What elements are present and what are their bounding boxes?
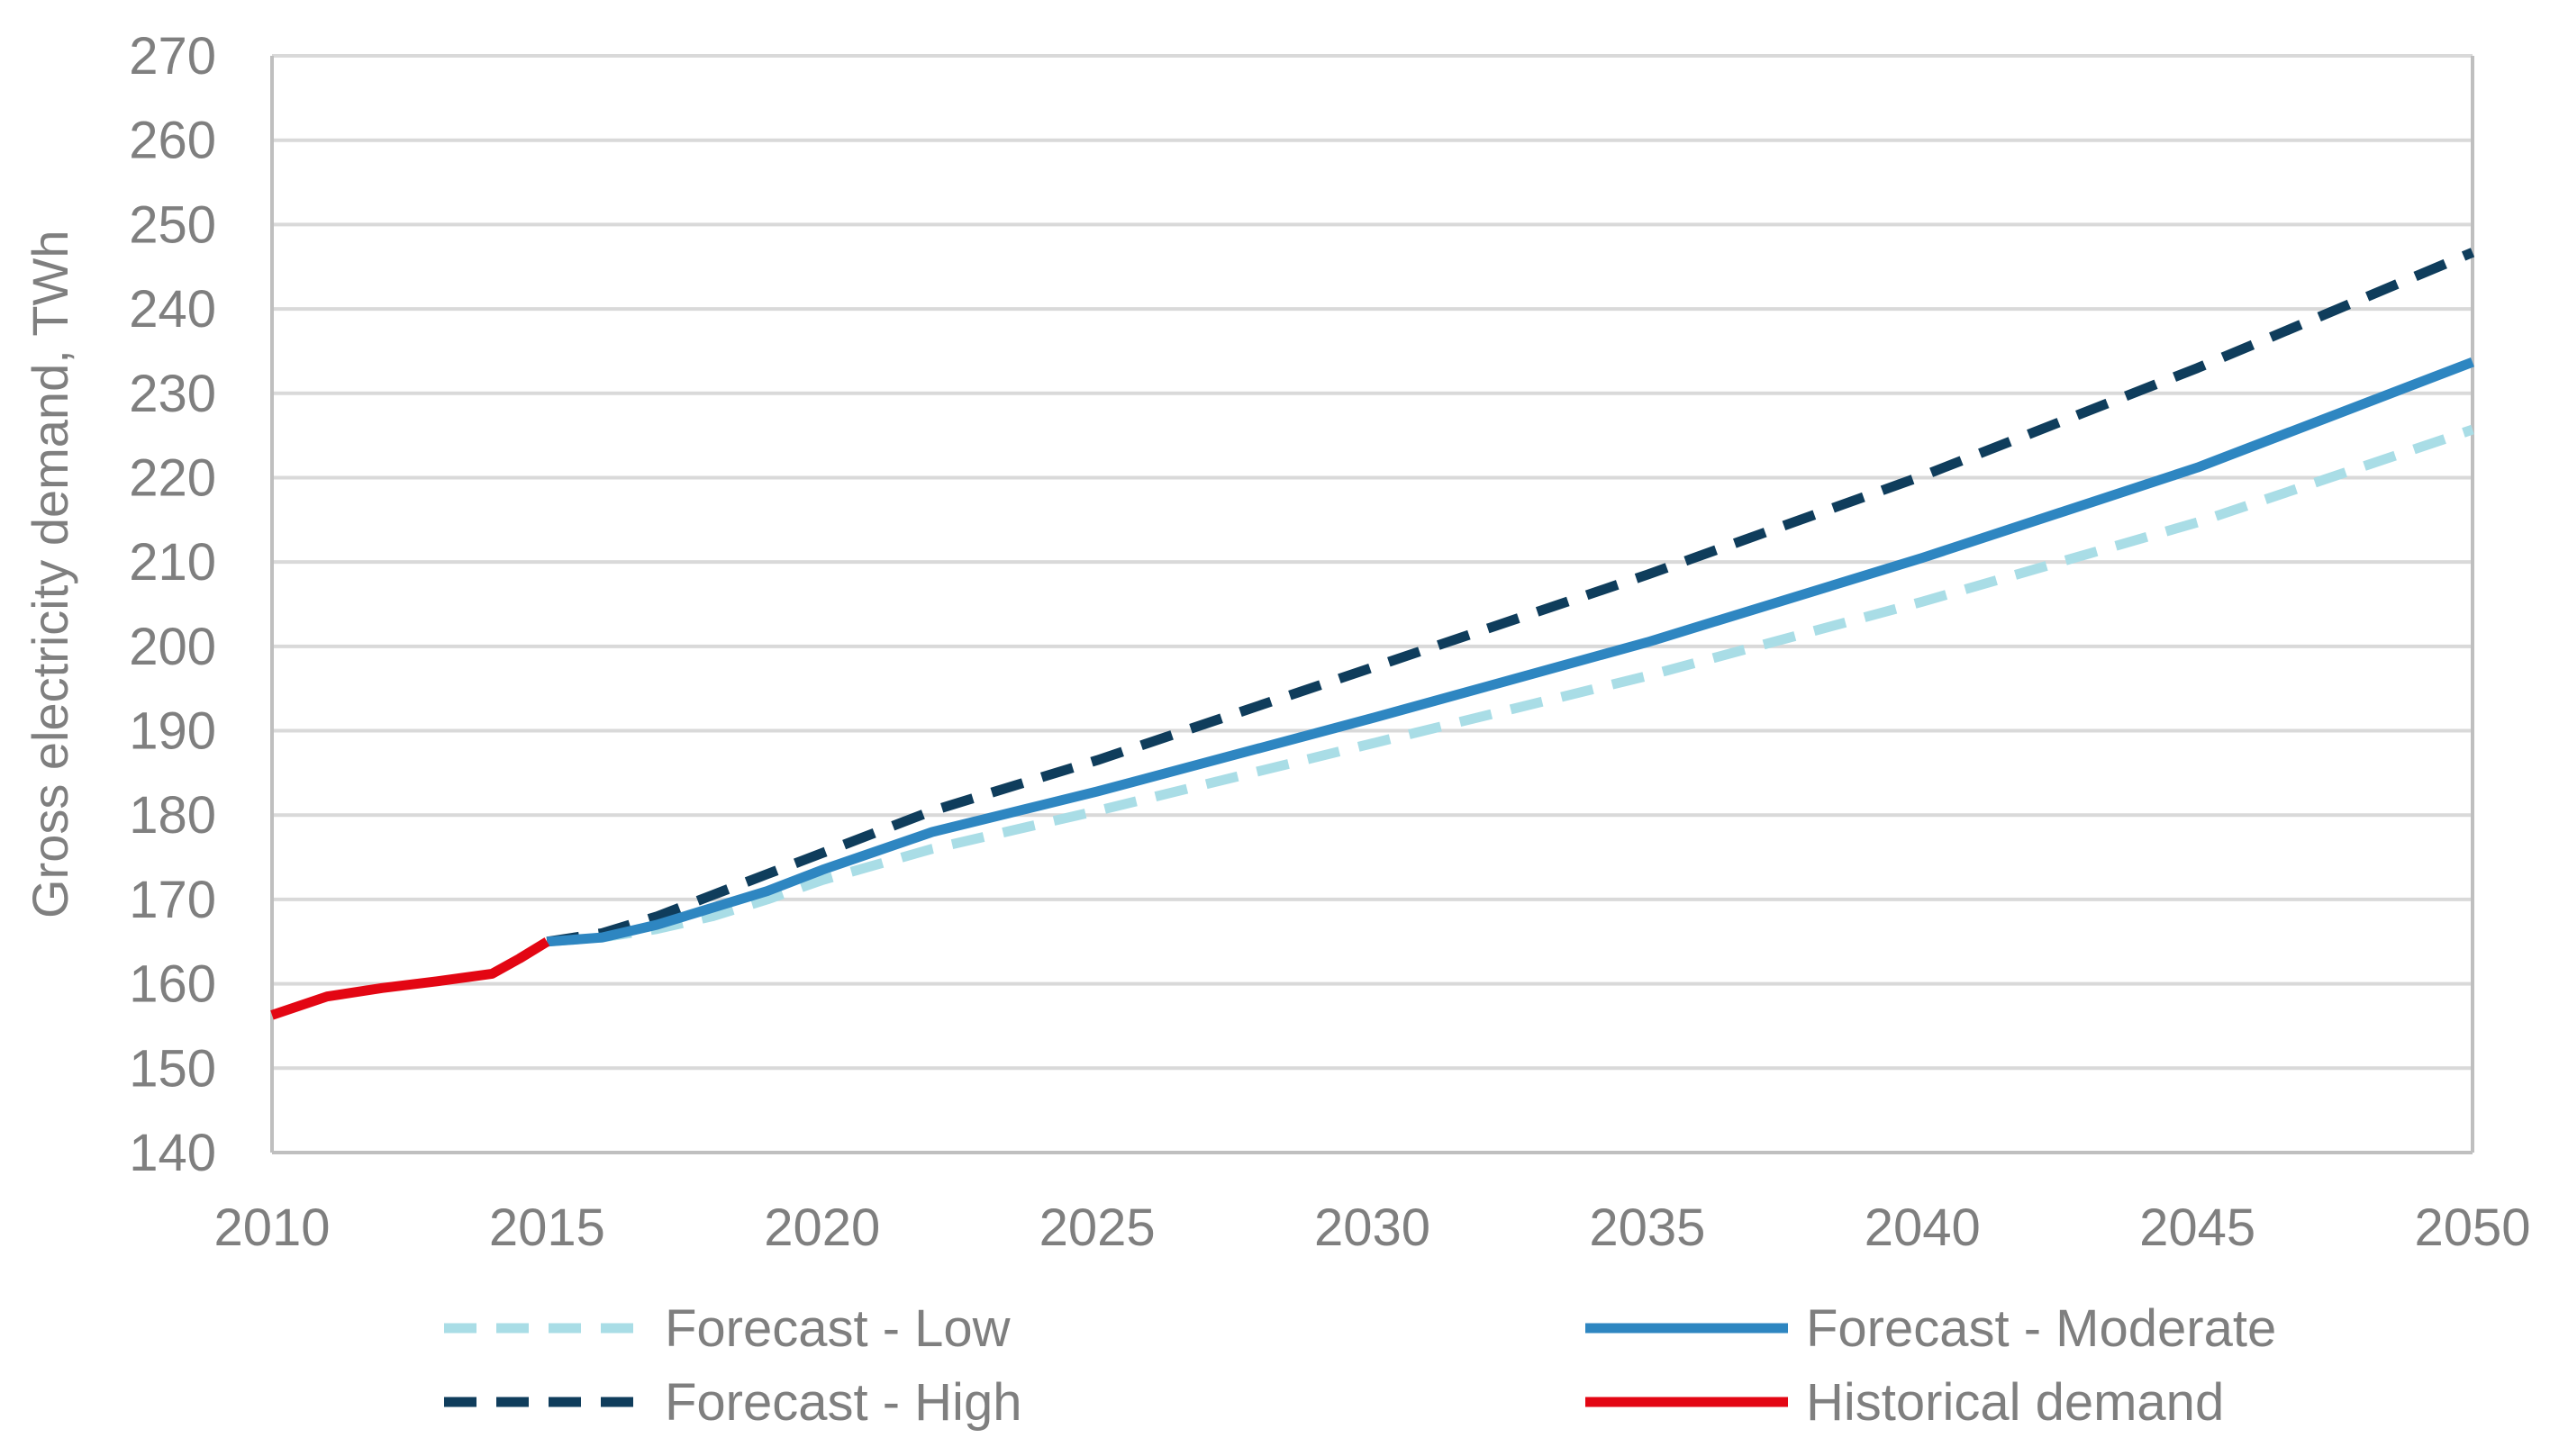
- x-tick-label: 2030: [1314, 1198, 1430, 1257]
- x-tick-label: 2025: [1039, 1198, 1156, 1257]
- y-tick-label: 260: [129, 112, 216, 170]
- legend-label: Forecast - Moderate: [1806, 1299, 2276, 1358]
- y-tick-label: 210: [129, 533, 216, 592]
- legend: Forecast - Low Forecast - Moderate Forecas…: [444, 1299, 2276, 1432]
- legend-label: Historical demand: [1806, 1373, 2224, 1432]
- y-tick-label: 240: [129, 280, 216, 339]
- x-tick-label: 2035: [1589, 1198, 1705, 1257]
- x-tick-label: 2040: [1865, 1198, 1981, 1257]
- legend-label: Forecast - Low: [665, 1299, 1012, 1358]
- y-tick-label: 250: [129, 195, 216, 254]
- y-tick-label: 150: [129, 1039, 216, 1098]
- axes: [270, 56, 2474, 1154]
- legend-label: Forecast - High: [665, 1373, 1021, 1432]
- x-tick-label: 2015: [489, 1198, 605, 1257]
- series-lines: [270, 248, 2475, 1020]
- x-tick-label: 2020: [764, 1198, 880, 1257]
- y-tick-label: 190: [129, 702, 216, 761]
- y-tick-label: 170: [129, 871, 216, 929]
- x-tick-labels: 2010 2015 2020 2025 2030 2035 2040 2045 2050: [213, 1198, 2530, 1257]
- y-tick-label: 180: [129, 786, 216, 845]
- y-tick-label: 140: [129, 1124, 216, 1182]
- y-tick-labels: 140 150 160 170 180 190 200 210 220 230 240 250 260 2…: [129, 27, 216, 1182]
- grid-lines: [272, 54, 2473, 1071]
- series-line-forecast-high: [546, 248, 2475, 947]
- series-line-forecast-moderate: [546, 357, 2474, 947]
- y-tick-label: 230: [129, 365, 216, 423]
- x-tick-label: 2045: [2139, 1198, 2255, 1257]
- x-tick-label: 2050: [2414, 1198, 2530, 1257]
- y-tick-label: 270: [129, 27, 216, 86]
- y-tick-label: 220: [129, 448, 216, 507]
- y-tick-label: 160: [129, 955, 216, 1014]
- y-axis-label: Gross electricity demand, TWh: [22, 230, 78, 918]
- series-line-historical-demand: [270, 937, 550, 1020]
- y-tick-label: 200: [129, 618, 216, 676]
- x-tick-label: 2010: [213, 1198, 330, 1257]
